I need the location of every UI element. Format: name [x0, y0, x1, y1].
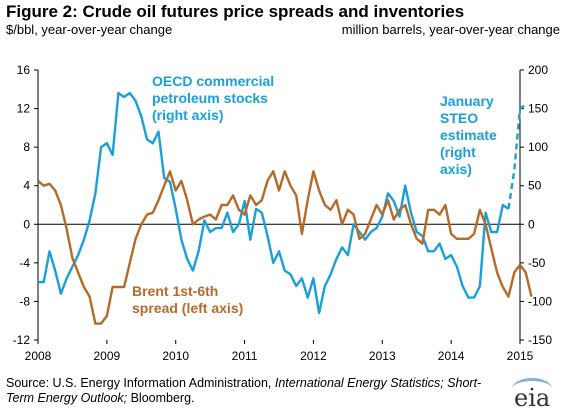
left-axis-unit: $/bbl, year-over-year change	[6, 22, 173, 37]
left-tick-label: 16	[17, 63, 31, 77]
x-tick-label: 2014	[438, 349, 465, 363]
source-note: Source: U.S. Energy Information Administ…	[6, 376, 486, 406]
x-tick-label: 2013	[369, 349, 396, 363]
right-tick-label: 200	[528, 63, 548, 77]
oecd-annotation-line: OECD commercial	[152, 73, 274, 89]
x-tick-label: 2012	[300, 349, 327, 363]
brent-annotation: Brent 1st-6th spread (left axis)	[132, 283, 243, 316]
x-tick-label: 2009	[94, 349, 121, 363]
eia-logo-text: eia	[514, 384, 551, 412]
right-tick-label: -50	[528, 256, 546, 270]
brent-annotation-line: spread (left axis)	[132, 300, 243, 316]
x-tick-label: 2015	[507, 349, 534, 363]
chart-title: Figure 2: Crude oil futures price spread…	[6, 2, 465, 21]
right-axis-unit: million barrels, year-over-year change	[341, 22, 560, 37]
x-tick-label: 2011	[232, 349, 258, 363]
steo-annotation-line: estimate	[440, 127, 497, 143]
source-prefix: Source: U.S. Energy Information Administ…	[6, 376, 275, 390]
steo-annotation-line: STEO	[440, 110, 478, 126]
steo-annotation-line: axis)	[440, 161, 472, 177]
steo-annotation-line: (right	[440, 144, 476, 160]
right-tick-label: 100	[528, 140, 548, 154]
oecd-annotation-line: (right axis)	[152, 107, 224, 123]
series-line-oecd_estimate	[507, 103, 527, 210]
left-tick-label: -12	[13, 333, 31, 347]
x-tick-label: 2010	[162, 349, 189, 363]
left-tick-label: -4	[19, 256, 30, 270]
steo-annotation-line: January	[440, 93, 494, 109]
right-tick-label: -150	[528, 333, 552, 347]
eia-logo: eia	[512, 378, 556, 412]
right-tick-label: 50	[528, 179, 542, 193]
source-suffix: Bloomberg.	[127, 391, 195, 405]
left-tick-label: 4	[23, 179, 30, 193]
left-tick-label: 12	[17, 102, 31, 116]
right-tick-label: -100	[528, 294, 552, 308]
series-line-brent	[37, 170, 533, 325]
x-tick-label: 2008	[25, 349, 52, 363]
brent-annotation-line: Brent 1st-6th	[132, 283, 218, 299]
left-tick-label: 0	[23, 217, 30, 231]
eia-logo-arc	[512, 378, 552, 399]
right-tick-label: 150	[528, 102, 548, 116]
oecd-annotation-line: petroleum stocks	[152, 90, 268, 106]
left-tick-label: -8	[19, 294, 30, 308]
oecd-annotation: OECD commercial petroleum stocks (right ax…	[152, 73, 274, 123]
left-tick-label: 8	[23, 140, 30, 154]
series-line-oecd	[38, 91, 510, 315]
right-tick-label: 0	[528, 217, 535, 231]
source-publications: International Energy Statistics; Short-T…	[6, 376, 482, 405]
steo-annotation: January STEO estimate (right axis)	[440, 93, 497, 177]
